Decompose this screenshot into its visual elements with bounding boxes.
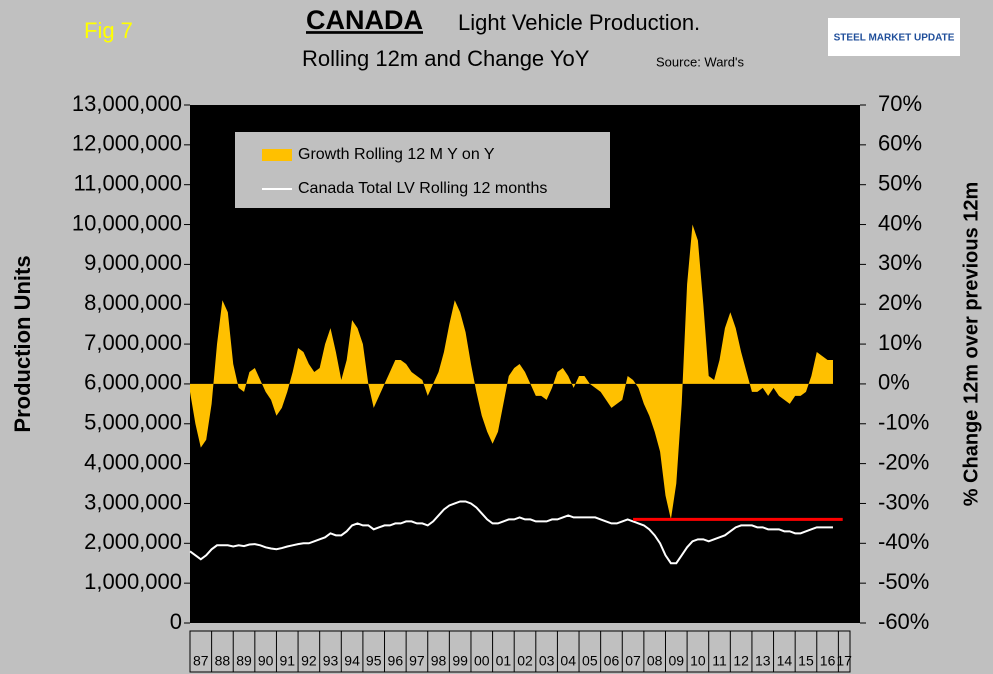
y-tick-label: 6,000,000: [84, 370, 182, 395]
x-tick-label: 93: [323, 653, 339, 669]
figure-label: Fig 7: [84, 18, 133, 43]
y2-tick-label: 20%: [878, 290, 922, 315]
logo: STEEL MARKET UPDATE: [834, 33, 955, 44]
y2-tick-label: -10%: [878, 410, 929, 435]
y-tick-label: 8,000,000: [84, 290, 182, 315]
x-tick-label: 04: [560, 653, 576, 669]
x-tick-label: 88: [215, 653, 231, 669]
y-tick-label: 3,000,000: [84, 489, 182, 514]
x-tick-label: 11: [712, 653, 727, 669]
legend-swatch: [262, 149, 292, 161]
x-tick-label: 09: [669, 653, 685, 669]
y2-tick-label: 0%: [878, 370, 910, 395]
x-tick-label: 13: [755, 653, 771, 669]
x-tick-label: 94: [344, 653, 360, 669]
y2-tick-label: 50%: [878, 171, 922, 196]
y-tick-label: 13,000,000: [72, 91, 182, 116]
plot: 0 1,000,000 2,000,000 3,000,000 4,000,000 5,0…: [72, 91, 929, 673]
x-tick-label: 99: [452, 653, 468, 669]
y2-tick-label: 30%: [878, 250, 922, 275]
x-tick-label: 91: [279, 653, 295, 669]
x-tick-label: 08: [647, 653, 663, 669]
y2-tick-label: -40%: [878, 529, 929, 554]
x-tick-label: 07: [625, 653, 641, 669]
chart-title: Light Vehicle Production.: [458, 10, 700, 35]
legend-label: Canada Total LV Rolling 12 months: [298, 180, 547, 197]
x-tick-label: 98: [431, 653, 447, 669]
y2-tick-label: 70%: [878, 91, 922, 116]
x-tick-label: 90: [258, 653, 274, 669]
x-tick-label: 89: [236, 653, 252, 669]
y-tick-label: 4,000,000: [84, 449, 182, 474]
y-tick-label: 5,000,000: [84, 410, 182, 435]
y2-tick-label: 40%: [878, 210, 922, 235]
y-axis-label: Production Units: [10, 255, 35, 432]
y2-tick-label: -50%: [878, 569, 929, 594]
x-tick-label: 97: [409, 653, 425, 669]
y-tick-label: 1,000,000: [84, 569, 182, 594]
x-tick-label: 95: [366, 653, 382, 669]
legend-box: [235, 132, 610, 208]
source: Source: Ward's: [656, 54, 744, 69]
x-tick-label: 03: [539, 653, 555, 669]
x-tick-label: 87: [193, 653, 209, 669]
x-tick-label: 01: [496, 653, 512, 669]
chart-subtitle: Rolling 12m and Change YoY: [302, 46, 590, 71]
y-tick-label: 0: [170, 609, 182, 634]
x-tick-label: 00: [474, 653, 490, 669]
chart-title-bold: CANADA: [306, 5, 423, 35]
y-tick-label: 11,000,000: [74, 171, 182, 196]
legend-label: Growth Rolling 12 M Y on Y: [298, 146, 495, 163]
y-tick-label: 10,000,000: [72, 210, 182, 235]
y-tick-label: 7,000,000: [84, 330, 182, 355]
y2-tick-label: 60%: [878, 131, 922, 156]
x-tick-label: 17: [836, 653, 852, 669]
y2-tick-label: -60%: [878, 609, 929, 634]
x-tick-label: 15: [798, 653, 814, 669]
y2-tick-label: 10%: [878, 330, 922, 355]
x-tick-label: 96: [388, 653, 404, 669]
y-tick-label: 9,000,000: [84, 250, 182, 275]
x-tick-label: 05: [582, 653, 598, 669]
x-tick-label: 12: [733, 653, 749, 669]
x-tick-label: 06: [604, 653, 620, 669]
x-tick-label: 10: [690, 653, 706, 669]
y2-axis-label: % Change 12m over previous 12m: [960, 182, 982, 507]
x-tick-label: 92: [301, 653, 317, 669]
x-tick-label: 14: [777, 653, 793, 669]
y2-tick-label: -20%: [878, 449, 929, 474]
y2-tick-label: -30%: [878, 489, 929, 514]
logo-box: [828, 18, 960, 56]
x-tick-label: 16: [820, 653, 836, 669]
y-tick-label: 12,000,000: [72, 131, 182, 156]
line: [189, 500, 833, 565]
area: [190, 224, 833, 520]
y-tick-label: 2,000,000: [84, 529, 182, 554]
x-tick-label: 02: [517, 653, 533, 669]
